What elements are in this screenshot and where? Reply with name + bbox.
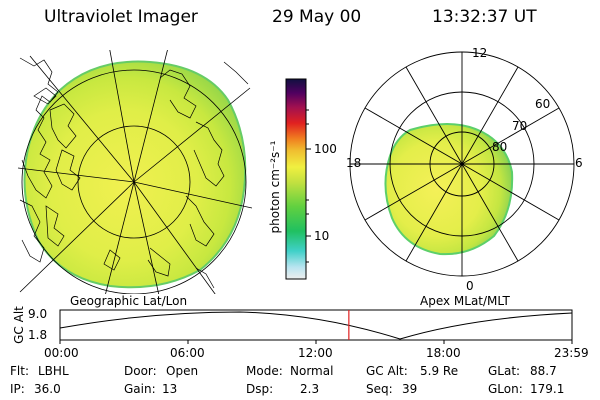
altitude-plot [59, 309, 573, 344]
mlt-label-midnight: 0 [466, 279, 474, 293]
colorbar [285, 78, 311, 280]
seq-value: 39 [402, 382, 418, 396]
altitude-ylabel: GC Alt [12, 306, 26, 344]
door-value: Open [166, 364, 199, 378]
altitude-xtick-4: 23:59 [554, 346, 589, 360]
magnetic-caption: Apex MLat/MLT [420, 294, 510, 308]
door-label: Door: [124, 364, 157, 378]
mlat-mlt-grid [349, 51, 575, 277]
altitude-xtick-1: 06:00 [170, 346, 205, 360]
magnetic-image [349, 51, 575, 277]
glat-value: 88.7 [530, 364, 557, 378]
glon-value: 179.1 [530, 382, 565, 396]
altitude-xticks [59, 340, 573, 344]
colorbar-tick-100: 100 [314, 142, 337, 156]
gain-label: Gain: [124, 382, 156, 396]
mlt-label-dusk: 18 [346, 156, 362, 170]
dsp-label: Dsp: [246, 382, 274, 396]
instrument-title: Ultraviolet Imager [44, 7, 198, 27]
dsp-value: 2.3 [300, 382, 320, 396]
mlt-label-noon: 12 [472, 46, 488, 60]
mode-value: Normal [290, 364, 334, 378]
altitude-xtick-2: 12:00 [298, 346, 333, 360]
gc-alt-value: 5.9 Re [420, 364, 459, 378]
glat-label: GLat: [488, 364, 521, 378]
colorbar-tick-10: 10 [314, 229, 330, 243]
mlat-label-80: 80 [492, 140, 508, 154]
altitude-ytick-low: 1.8 [28, 328, 48, 342]
lat-lon-grid [18, 50, 252, 294]
filter-label: Flt: [10, 364, 29, 378]
altitude-curve [59, 311, 573, 340]
ip-value: 36.0 [34, 382, 61, 396]
gc-alt-label: GC Alt: [366, 364, 408, 378]
geographic-caption: Geographic Lat/Lon [70, 294, 188, 308]
glon-label: GLon: [488, 382, 523, 396]
mlat-label-70: 70 [512, 119, 528, 133]
altitude-xtick-0: 00:00 [44, 346, 79, 360]
gain-value: 13 [162, 382, 178, 396]
time-label: 13:32:37 UT [432, 7, 537, 27]
date-label: 29 May 00 [272, 7, 362, 27]
geographic-image [18, 50, 252, 294]
ip-label: IP: [10, 382, 25, 396]
mode-label: Mode: [246, 364, 283, 378]
seq-label: Seq: [366, 382, 393, 396]
auroral-image-right [384, 123, 514, 256]
colorbar-unit-label: photon cm⁻²s⁻¹ [268, 140, 282, 234]
altitude-ytick-high: 9.0 [28, 307, 48, 321]
altitude-xtick-3: 18:00 [426, 346, 461, 360]
mlt-label-dawn: 6 [575, 156, 583, 170]
colorbar-ticks [306, 109, 311, 263]
mlat-label-60: 60 [535, 97, 551, 111]
filter-value: LBHL [38, 364, 69, 378]
